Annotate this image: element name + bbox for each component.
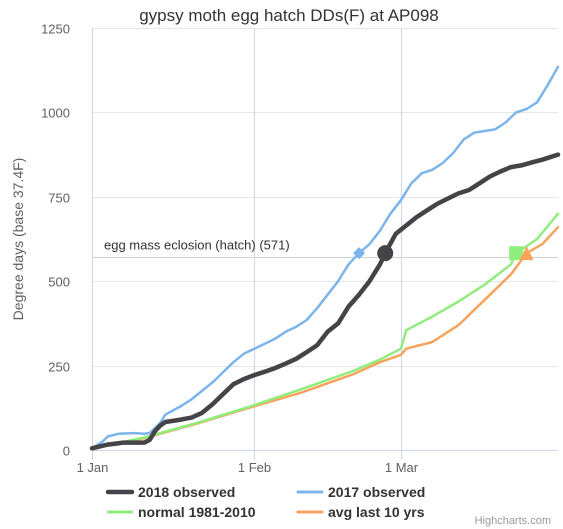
credits[interactable]: Highcharts.com xyxy=(475,515,551,527)
threshold-label: egg mass eclosion (hatch) (571) xyxy=(104,238,290,253)
x-tick-label: 1 Jan xyxy=(77,460,109,475)
markers-group xyxy=(353,245,534,262)
threshold: egg mass eclosion (hatch) (571) xyxy=(92,238,558,258)
series-marker-4[interactable] xyxy=(519,246,534,261)
y-tick-label: 1250 xyxy=(41,22,70,37)
y-tick-label: 500 xyxy=(48,275,70,290)
legend-label-1[interactable]: 2018 observed xyxy=(138,484,235,500)
chart-title: gypsy moth egg hatch DDs(F) at AP098 xyxy=(139,6,439,25)
legend-label-4[interactable]: avg last 10 yrs xyxy=(328,504,425,520)
series-marker-1[interactable] xyxy=(377,245,394,262)
y-tick-label: 0 xyxy=(63,444,70,459)
y-axis-ticks: 0 250 500 750 1000 1250 xyxy=(41,22,70,459)
y-tick-label: 1000 xyxy=(41,106,70,121)
y-tick-label: 750 xyxy=(48,191,70,206)
series-line-1[interactable] xyxy=(89,152,561,451)
x-tick-label: 1 Feb xyxy=(238,460,271,475)
x-axis: 1 Jan 1 Feb 1 Mar xyxy=(77,28,558,475)
legend-label-3[interactable]: normal 1981-2010 xyxy=(138,504,256,520)
series-line-2[interactable] xyxy=(90,65,560,450)
legend[interactable]: 2018 observed 2017 observed normal 1981-20… xyxy=(105,484,425,520)
y-axis-title: Degree days (base 37.4F) xyxy=(10,158,26,321)
legend-label-2[interactable]: 2017 observed xyxy=(328,484,425,500)
series-marker-3[interactable] xyxy=(509,246,524,261)
y-tick-label: 250 xyxy=(48,360,70,375)
x-tick-label: 1 Mar xyxy=(385,460,419,475)
series-marker-2[interactable] xyxy=(353,247,366,260)
